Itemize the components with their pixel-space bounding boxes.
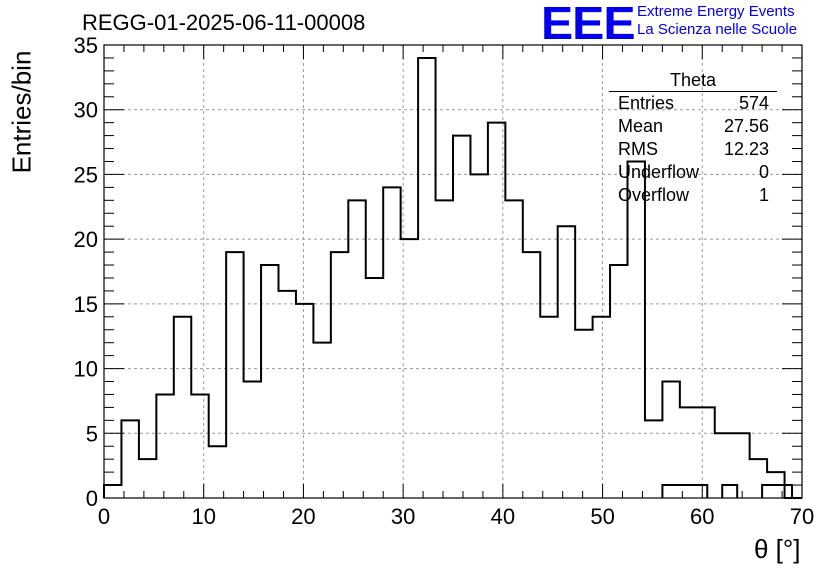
stats-label: Mean (618, 116, 664, 136)
stats-rows: Entries 574 Mean 27.56 RMS 12.23 Underflow 0 Ove… (609, 92, 777, 207)
stats-label: Entries (618, 93, 675, 113)
stats-box: Theta Entries 574 Mean 27.56 RMS 12.23 Underfl… (609, 70, 777, 207)
stats-row-mean: Mean 27.56 (609, 115, 777, 138)
stats-row-underflow: Underflow 0 (609, 161, 777, 184)
x-tick-label: 60 (690, 504, 714, 529)
y-tick-label: 10 (74, 357, 98, 382)
histogram-tail-bin (721, 484, 739, 498)
x-axis-label: θ [°] (754, 534, 801, 564)
y-tick-label: 0 (86, 486, 98, 511)
histogram-series (103, 56, 802, 499)
y-tick-label: 30 (74, 98, 98, 123)
x-tick-label: 20 (291, 504, 315, 529)
plot-frame (103, 44, 803, 499)
histogram-tail-bin (661, 484, 709, 498)
stats-label: Underflow (618, 162, 700, 182)
x-tick-label: 50 (590, 504, 614, 529)
stats-row-rms: RMS 12.23 (609, 138, 777, 161)
stats-label: Overflow (618, 185, 690, 205)
stats-value: 1 (758, 185, 769, 205)
y-tick-label: 5 (86, 421, 98, 446)
histogram-tail-bin (761, 484, 794, 498)
logo-line-1: Extreme Energy Events (637, 3, 795, 20)
stats-title: Theta (609, 70, 777, 92)
logo-line-2: La Scienza nelle Scuole (637, 21, 798, 38)
y-tick-label: 35 (74, 33, 98, 58)
stats-label: RMS (618, 139, 658, 159)
stats-value: 27.56 (723, 116, 769, 136)
y-tick-label: 15 (74, 292, 98, 317)
chart-title: REGG-01-2025-06-11-00008 (82, 10, 366, 35)
x-tick-label: 40 (491, 504, 515, 529)
stats-value: 12.23 (723, 139, 769, 159)
stats-row-entries: Entries 574 (609, 92, 777, 115)
x-tick-label: 0 (98, 504, 110, 529)
stats-row-overflow: Overflow 1 (609, 184, 777, 207)
logo-caption: Extreme Energy Events La Scienza nelle S… (637, 3, 797, 39)
x-tick-label: 70 (790, 504, 814, 529)
y-tick-label: 20 (74, 227, 98, 252)
x-tick-label: 30 (391, 504, 415, 529)
eee-logo: EEE (541, 0, 636, 49)
stats-value: 0 (758, 162, 769, 182)
stats-value: 574 (738, 93, 769, 113)
x-tick-label: 10 (191, 504, 215, 529)
y-tick-label: 25 (74, 162, 98, 187)
